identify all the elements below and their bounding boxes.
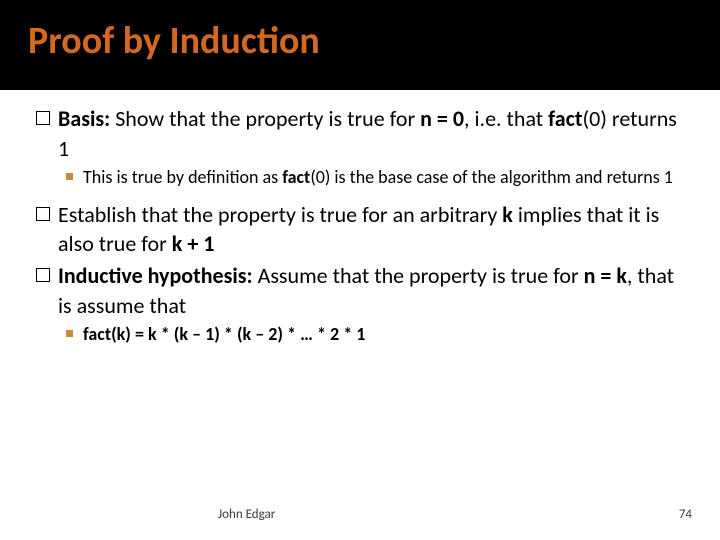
sub-bullet-icon: [66, 173, 73, 180]
bullet-inductive-text: Inductive hypothesis: Assume that the pr…: [58, 261, 684, 320]
sub-item-1-text: This is true by definition as fact(0) is…: [83, 165, 684, 189]
est-k1: k + 1: [172, 230, 215, 257]
ind-a: Assume that the property is true for: [253, 262, 584, 289]
ind-label: Inductive hypothesis:: [58, 262, 253, 289]
footer-page-number: 74: [679, 507, 692, 522]
basis-n0: n = 0: [420, 105, 464, 132]
sub-list-1: This is true by definition as fact(0) is…: [66, 165, 684, 189]
est-k: k: [502, 201, 513, 228]
sub1-c: (0) is the base case of the algorithm an…: [310, 166, 673, 188]
basis-text-1: Show that the property is true for: [110, 105, 420, 132]
square-bullet-icon: [36, 111, 50, 125]
bullet-basis-text: Basis: Show that the property is true fo…: [58, 104, 684, 163]
basis-fact: fact: [548, 105, 582, 132]
slide-title: Proof by Induction: [28, 18, 692, 64]
sub1-fact: fact: [282, 166, 310, 188]
ind-nk: n = k: [584, 262, 627, 289]
sub-item-2-text: fact(k) = k * (k – 1) * (k – 2) * … * 2 …: [83, 322, 684, 346]
sub-item-2: fact(k) = k * (k – 1) * (k – 2) * … * 2 …: [66, 322, 684, 346]
sub-item-1: This is true by definition as fact(0) is…: [66, 165, 684, 189]
sub-bullet-icon: [66, 330, 73, 337]
bullet-inductive: Inductive hypothesis: Assume that the pr…: [36, 261, 684, 320]
square-bullet-icon: [36, 268, 50, 282]
content-area: Basis: Show that the property is true fo…: [0, 90, 720, 347]
basis-text-2: , i.e. that: [464, 105, 548, 132]
title-band: Proof by Induction: [0, 0, 720, 90]
square-bullet-icon: [36, 207, 50, 221]
footer: John Edgar 74: [0, 507, 720, 522]
sub-list-2: fact(k) = k * (k – 1) * (k – 2) * … * 2 …: [66, 322, 684, 346]
bullet-basis: Basis: Show that the property is true fo…: [36, 104, 684, 163]
bullet-establish: Establish that the property is true for …: [36, 200, 684, 259]
sub1-a: This is true by definition as: [83, 166, 282, 188]
est-a: Establish that the property is true for …: [58, 201, 502, 228]
bullet-establish-text: Establish that the property is true for …: [58, 200, 684, 259]
footer-author: John Edgar: [218, 507, 275, 522]
basis-label: Basis:: [58, 105, 110, 132]
